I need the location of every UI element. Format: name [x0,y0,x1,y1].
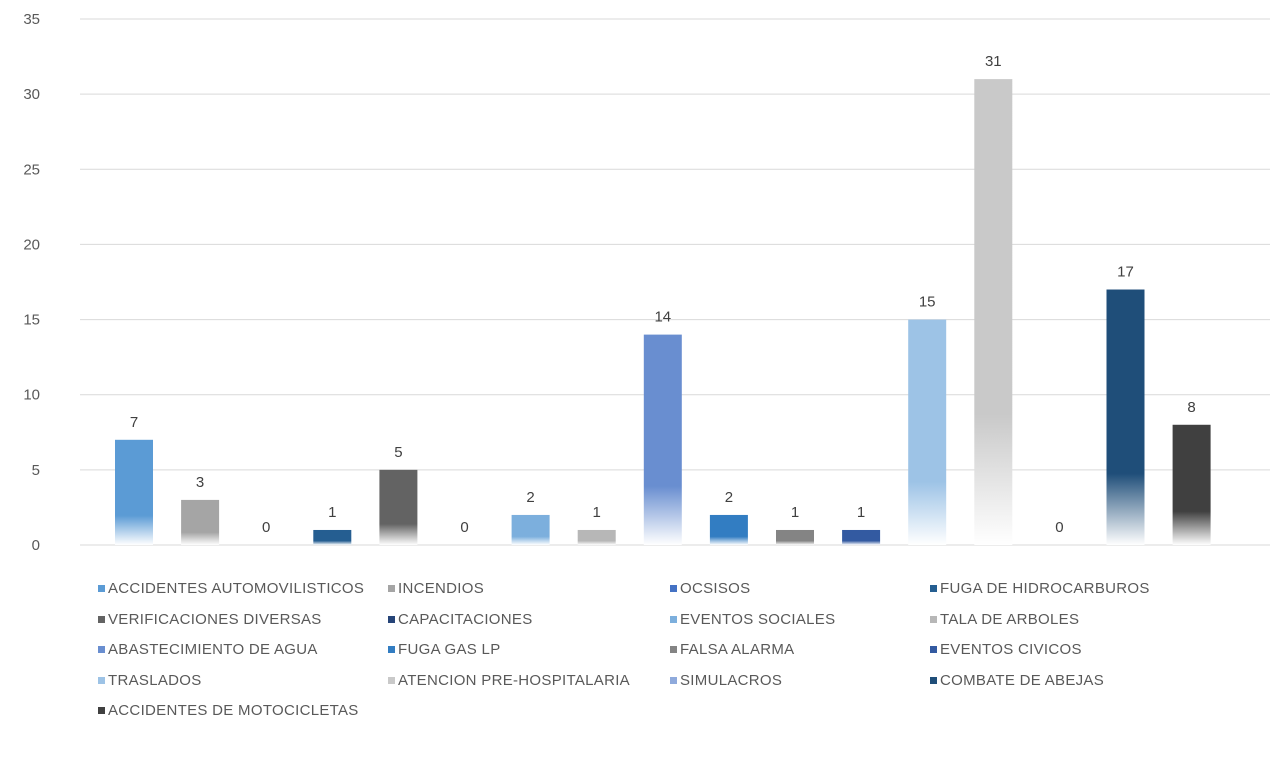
legend-item: CAPACITACIONES [388,611,533,628]
legend-item: EVENTOS SOCIALES [670,611,835,628]
data-label: 5 [394,444,402,461]
data-label: 0 [1055,519,1063,536]
bar-combate-de-abejas [1106,289,1145,545]
legend-label: EVENTOS CIVICOS [940,641,1082,658]
data-label: 15 [919,294,936,311]
legend-swatch [670,615,677,623]
data-label: 7 [130,414,138,431]
legend-label: TALA DE ARBOLES [940,610,1080,628]
legend-swatch [930,676,937,684]
legend-swatch [930,585,937,592]
y-tick-label: 0 [32,537,40,554]
bar-eventos-civicos [842,529,881,545]
legend-item: FUGA DE HIDROCARBUROS [930,580,1150,597]
legend-label: FUGA GAS LP [398,641,501,658]
bars [115,79,1211,545]
bar-tala-de-arboles [577,529,616,545]
legend-swatch [98,676,105,684]
bar-traslados [908,319,947,545]
y-axis-ticks: 0 5 10 15 20 25 30 35 [23,11,40,554]
legend-item: INCENDIOS [388,580,484,597]
legend-label: SIMULACROS [680,671,783,689]
legend-item: EVENTOS CIVICOS [930,641,1082,658]
legend-item: FUGA GAS LP [388,641,501,658]
bar-incendios [181,499,220,545]
y-tick-label: 25 [23,161,40,178]
legend-swatch [670,676,677,684]
data-label: 1 [593,504,601,521]
data-label: 3 [196,474,204,491]
bar-accidentes-automovilisticos [115,439,153,545]
legend-item: SIMULACROS [670,672,782,689]
bar-abastecimiento-de-agua [643,334,682,545]
bar-eventos-sociales [511,514,550,545]
data-label: 1 [857,504,865,521]
data-label: 8 [1187,399,1195,416]
bar-fuga-gas-lp [709,514,748,545]
legend-label: ACCIDENTES AUTOMOVILISTICOS [108,580,365,597]
legend-swatch [98,585,105,592]
legend-label: COMBATE DE ABEJAS [940,671,1105,689]
legend-item: VERIFICACIONES DIVERSAS [98,611,322,628]
legend-swatch [670,585,677,592]
data-label: 17 [1117,264,1134,281]
data-label: 0 [460,519,468,536]
bar-atencion-pre-hospitalaria [974,79,1013,545]
data-label: 2 [725,489,733,506]
legend-label: ACCIDENTES DE MOTOCICLETAS [108,702,359,719]
y-tick-label: 30 [23,86,40,103]
legend-item: TRASLADOS [98,672,202,689]
legend-swatch [98,615,105,623]
bar-accidentes-de-motocicletas [1172,424,1211,545]
legend-item: ABASTECIMIENTO DE AGUA [98,641,318,658]
data-label: 1 [328,504,336,521]
data-label: 31 [985,53,1002,70]
y-tick-label: 35 [23,11,40,28]
legend-label: INCENDIOS [398,580,485,597]
y-tick-label: 15 [23,312,40,329]
legend-swatch [670,646,677,653]
bar-verificaciones-diversas [379,469,418,545]
legend-swatch [98,707,105,714]
legend-item: ACCIDENTES DE MOTOCICLETAS [98,702,359,719]
bar-fuga-de-hidrocarburos [313,529,352,545]
legend-item: COMBATE DE ABEJAS [930,672,1104,689]
legend-label: ABASTECIMIENTO DE AGUA [108,641,318,658]
y-tick-label: 5 [32,462,40,479]
data-label: 0 [262,519,270,536]
legend-swatch [388,585,395,592]
legend-swatch [98,646,105,653]
legend-swatch [388,646,395,653]
legend-item: ACCIDENTES AUTOMOVILISTICOS [98,580,364,597]
data-label: 1 [791,504,799,521]
legend-swatch [388,676,395,684]
legend-label: TRASLADOS [108,671,202,689]
legend-swatch [930,646,937,653]
legend-swatch [930,615,937,623]
legend-item: TALA DE ARBOLES [930,611,1079,628]
bar-falsa-alarma [776,529,814,545]
legend-item: ATENCION PRE-HOSPITALARIA [388,672,630,689]
data-label: 2 [526,489,534,506]
legend-label: FUGA DE HIDROCARBUROS [940,580,1150,597]
legend-label: CAPACITACIONES [398,610,533,628]
legend-label: OCSISOS [680,580,751,597]
legend-swatch [388,615,395,623]
legend-item: FALSA ALARMA [670,641,795,658]
legend-label: VERIFICACIONES DIVERSAS [108,610,322,628]
legend-item: OCSISOS [670,580,750,597]
legend-label: ATENCION PRE-HOSPITALARIA [398,671,630,689]
data-label: 14 [654,309,671,326]
legend-label: FALSA ALARMA [680,641,795,658]
y-tick-label: 10 [23,387,40,404]
legend-label: EVENTOS SOCIALES [680,610,836,628]
y-tick-label: 20 [23,236,40,253]
